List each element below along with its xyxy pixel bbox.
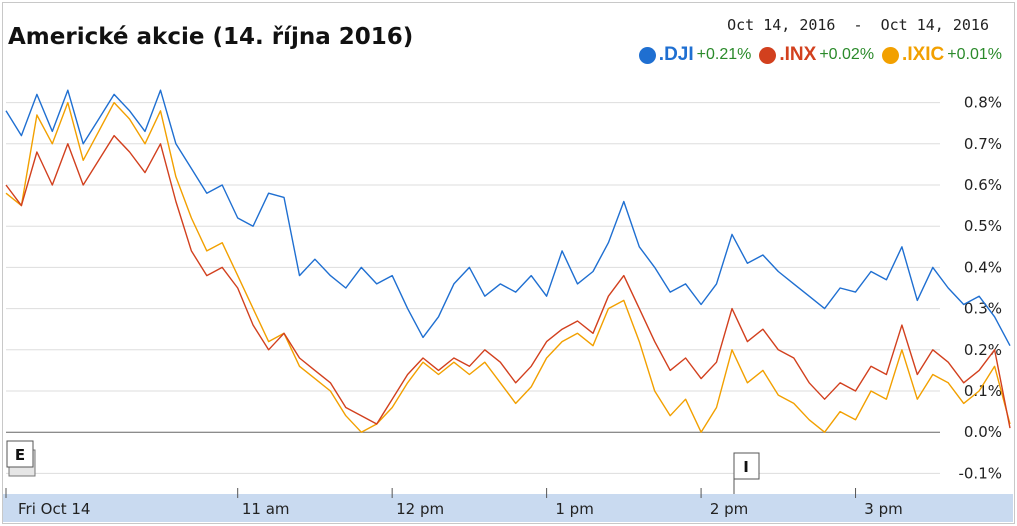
series-lines — [5, 89, 1011, 433]
flag-i-box — [733, 452, 760, 480]
legend-item-ixic[interactable]: .IXIC +0.01% — [882, 44, 1002, 66]
date-range[interactable]: Oct 14, 2016 - Oct 14, 2016 — [727, 16, 989, 34]
legend-symbol-inx: .INX — [779, 44, 817, 65]
x-axis-ticks: Fri Oct 14 11 am 12 pm 1 pm 2 pm 3 pm — [5, 488, 903, 518]
x-tick-label: 12 pm — [396, 500, 444, 518]
plot-area — [3, 78, 1013, 494]
y-tick-label: 0.4% — [964, 258, 1002, 276]
grid — [6, 102, 940, 474]
chart-title: Americké akcie (14. října 2016) — [8, 24, 414, 50]
series-line-inx — [5, 134, 1011, 429]
inx-dot-icon — [759, 46, 777, 64]
event-flag-i[interactable]: I — [733, 452, 760, 494]
x-tick-label: 11 am — [242, 500, 290, 518]
flag-e-label: E — [15, 446, 25, 464]
x-tick-label: 2 pm — [710, 500, 748, 518]
x-axis-bar — [3, 494, 1013, 522]
series-line-ixic — [5, 101, 1011, 433]
legend-change-ixic: +0.01% — [947, 46, 1002, 63]
legend-symbol-dji: .DJI — [658, 44, 694, 65]
y-axis-ticks: 0.8%0.7%0.6%0.5%0.4%0.3%0.2%0.1%0.0%-0.1… — [958, 94, 1002, 483]
ixic-dot-icon — [882, 46, 900, 64]
y-tick-label: 0.0% — [964, 423, 1002, 441]
y-tick-label: 0.6% — [964, 176, 1002, 194]
x-tick-label: 1 pm — [555, 500, 593, 518]
earnings-flag-e[interactable]: E — [6, 440, 36, 477]
y-tick-label: 0.2% — [964, 341, 1002, 359]
y-tick-label: 0.8% — [964, 94, 1002, 112]
legend: .DJI +0.21% .INX +0.02% .IXIC +0.01% — [638, 44, 1002, 66]
x-tick-label: 3 pm — [864, 500, 902, 518]
y-tick-label: -0.1% — [958, 464, 1002, 482]
flag-i-label: I — [743, 458, 749, 476]
legend-item-dji[interactable]: .DJI +0.21% — [638, 44, 752, 66]
legend-item-inx[interactable]: .INX +0.02% — [759, 44, 874, 66]
y-tick-label: 0.7% — [964, 135, 1002, 153]
legend-change-inx: +0.02% — [819, 46, 875, 63]
dji-dot-icon — [638, 46, 656, 64]
series-line-dji — [5, 89, 1011, 347]
y-tick-label: 0.5% — [964, 217, 1002, 235]
legend-change-dji: +0.21% — [696, 46, 752, 63]
legend-symbol-ixic: .IXIC — [902, 44, 945, 65]
flag-e-box — [6, 440, 34, 468]
x-tick-label: Fri Oct 14 — [18, 500, 90, 518]
